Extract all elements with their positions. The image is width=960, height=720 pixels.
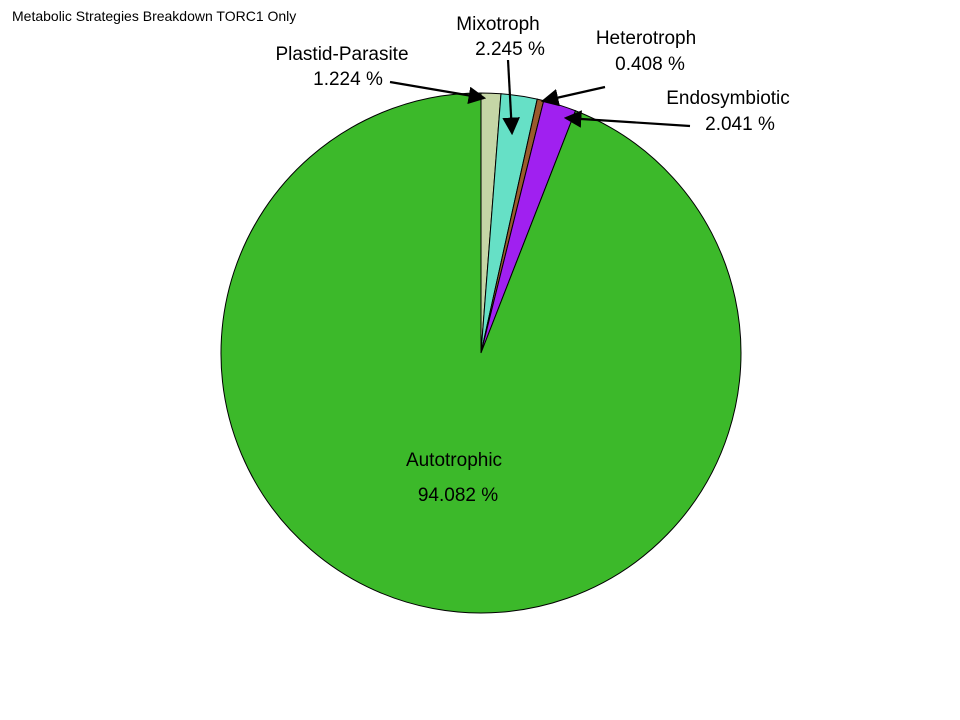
chart-title: Metabolic Strategies Breakdown TORC1 Onl… — [12, 8, 296, 24]
slice-value-plastid-parasite: 1.224 % — [313, 69, 383, 90]
slice-label-plastid-parasite: Plastid-Parasite — [275, 44, 408, 65]
slice-label-heterotroph: Heterotroph — [596, 28, 696, 49]
slice-callouts — [389, 59, 691, 136]
pie-slice-autotrophic — [220, 92, 742, 614]
slice-value-autotrophic: 94.082 % — [418, 485, 498, 506]
pie-slices — [220, 92, 742, 614]
slice-labels: Plastid-Parasite 1.224 % Mixotroph 2.245 % H… — [275, 14, 789, 506]
slice-value-mixotroph: 2.245 % — [475, 39, 545, 60]
callout-arrow-heterotroph — [540, 85, 606, 107]
callout-arrow-endosymbiotic — [563, 110, 691, 128]
callout-arrow-mixotroph — [502, 59, 520, 136]
callout-arrow-plastid-parasite — [389, 80, 487, 105]
slice-label-autotrophic: Autotrophic — [406, 450, 502, 471]
slice-value-heterotroph: 0.408 % — [615, 54, 685, 75]
slice-label-endosymbiotic: Endosymbiotic — [666, 88, 790, 109]
slice-value-endosymbiotic: 2.041 % — [705, 114, 775, 135]
slice-label-mixotroph: Mixotroph — [456, 14, 539, 35]
